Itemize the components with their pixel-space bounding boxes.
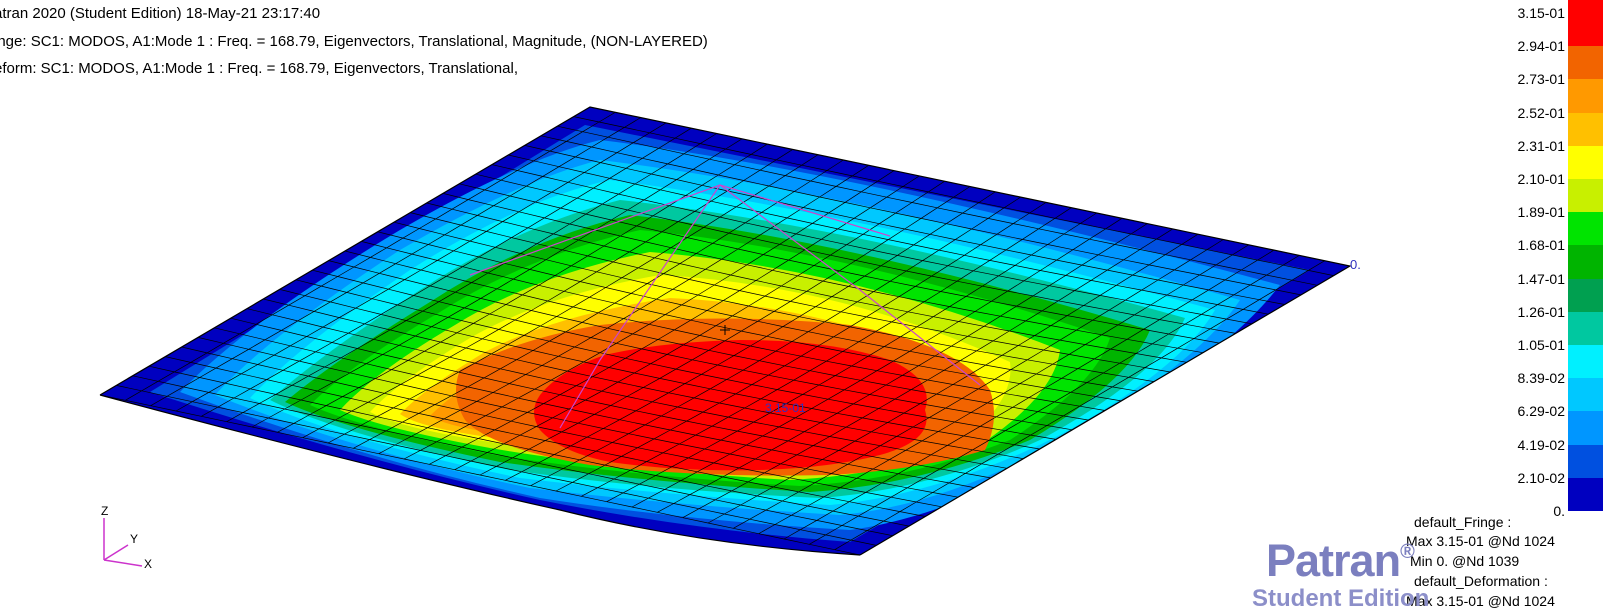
legend-label: 2.31-01 <box>1517 137 1565 154</box>
legend-label: 1.68-01 <box>1517 237 1565 254</box>
legend-swatch <box>1568 46 1603 80</box>
legend-swatch <box>1568 13 1603 47</box>
mesh-line <box>834 260 1325 551</box>
legend-label: 8.39-02 <box>1517 370 1565 387</box>
deform-description: eform: SC1: MODOS, A1:Mode 1 : Freq. = 1… <box>0 60 518 77</box>
legend-label: 1.26-01 <box>1517 303 1565 320</box>
undeformed-outline-2 <box>559 184 981 429</box>
mesh-line <box>809 255 1300 545</box>
mesh-line <box>733 239 1224 529</box>
legend-swatch <box>1568 411 1603 446</box>
element-mesh <box>100 107 1350 555</box>
axis-triad <box>103 518 143 567</box>
legend-swatch <box>1568 112 1603 147</box>
min-label: 0. <box>1350 257 1361 272</box>
legend-swatch <box>1568 345 1603 379</box>
student-edition-watermark: Student Edition <box>1252 585 1430 612</box>
legend-swatch <box>1568 378 1603 412</box>
legend-swatch <box>1568 477 1603 512</box>
mesh-line <box>557 125 1318 286</box>
legend-label: 4.19-02 <box>1517 436 1565 453</box>
legend-label: 2.94-01 <box>1517 38 1565 55</box>
deform-info-max: Max 3.15-01 @Nd 1024 <box>1406 593 1555 609</box>
legend-swatch <box>1568 79 1603 114</box>
axis-z-label: Z <box>101 504 109 518</box>
legend-label: 0. <box>1553 503 1565 519</box>
plate-edge-lower <box>99 394 861 556</box>
legend-label: 2.10-01 <box>1517 171 1565 187</box>
fringe-info-max: Max 3.15-01 @Nd 1024 <box>1406 533 1555 549</box>
mesh-line <box>540 135 1302 296</box>
fringe-description: inge: SC1: MODOS, A1:Mode 1 : Freq. = 16… <box>0 33 708 50</box>
legend-label: 1.89-01 <box>1517 204 1565 221</box>
legend-label: 2.73-01 <box>1517 71 1565 88</box>
legend-swatch <box>1568 444 1603 479</box>
legend-swatch-top <box>1568 0 1603 13</box>
legend-label: 1.47-01 <box>1517 270 1565 287</box>
deform-info-title: default_Deformation : <box>1414 573 1548 589</box>
patran-logo: Patran® <box>1266 535 1415 586</box>
legend-swatch <box>1568 311 1603 346</box>
fringe-info-title: default_Fringe : <box>1414 514 1512 530</box>
legend-swatch <box>1568 245 1603 280</box>
legend-swatch <box>1568 145 1603 180</box>
mesh-line <box>758 244 1249 535</box>
legend-swatch <box>1568 212 1603 246</box>
legend-swatch <box>1568 278 1603 313</box>
legend-label: 6.29-02 <box>1517 403 1565 420</box>
legend-label: 1.05-01 <box>1517 337 1565 353</box>
mesh-line <box>524 145 1285 305</box>
plate-edge <box>99 106 1352 556</box>
legend-label: 2.52-01 <box>1517 104 1565 121</box>
mesh-line <box>573 116 1334 276</box>
mesh-line <box>783 249 1275 540</box>
axis-y-label: Y <box>130 532 139 546</box>
title-line: atran 2020 (Student Edition) 18-May-21 2… <box>0 5 321 22</box>
axis-x-label: X <box>144 557 153 571</box>
legend-label: 3.15-01 <box>1517 5 1565 21</box>
legend-label: 2.10-02 <box>1517 469 1565 486</box>
fringe-info-min: Min 0. @Nd 1039 <box>1410 553 1520 569</box>
legend-swatch <box>1568 179 1603 213</box>
max-label: 3.15-01 <box>765 401 806 415</box>
